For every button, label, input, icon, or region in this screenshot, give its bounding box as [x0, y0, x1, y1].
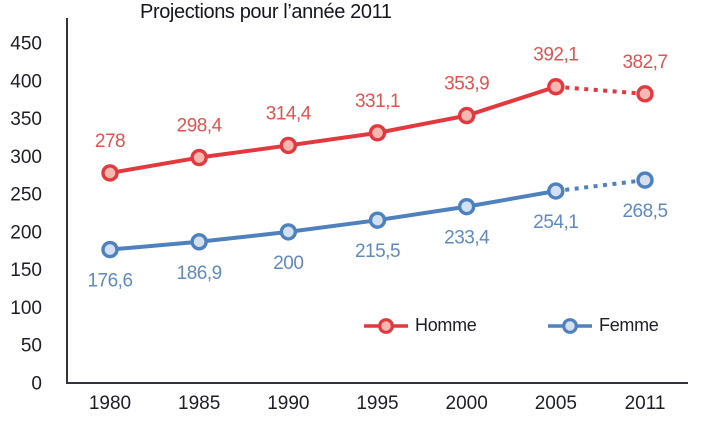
y-axis-tick-label: 400 [10, 71, 42, 92]
data-label-homme-1980: 278 [95, 131, 125, 152]
data-point-femme-2011 [636, 171, 654, 189]
data-point-homme-2005 [547, 78, 565, 96]
data-point-femme-1990 [279, 223, 298, 241]
data-point-homme-2000 [457, 106, 476, 125]
y-axis-tick-label: 150 [10, 260, 42, 281]
y-axis-tick-label: 450 [10, 34, 42, 55]
y-axis-tick-label: 300 [10, 147, 42, 168]
data-point-femme-1995 [368, 211, 387, 229]
data-point-femme-1985 [190, 233, 208, 251]
x-axis-tick-label: 1985 [178, 393, 220, 414]
data-label-homme-1985: 298,4 [177, 116, 223, 137]
x-axis-tick-label: 2000 [446, 393, 488, 414]
data-label-homme-2011: 382,7 [622, 52, 667, 73]
series-projection-line-homme [555, 84, 646, 96]
data-label-femme-2000: 233,4 [444, 228, 490, 249]
x-axis-tick-label: 1980 [89, 393, 131, 414]
data-label-femme-1995: 215,5 [355, 241, 400, 262]
y-axis-tick-label: 50 [21, 336, 42, 357]
chart-title: Projections pour l’année 2011 [140, 1, 392, 23]
data-label-femme-2011: 268,5 [622, 201, 667, 222]
data-label-homme-2005: 392,1 [533, 45, 578, 66]
data-label-femme-1980: 176,6 [87, 271, 132, 292]
data-point-homme-1985 [190, 148, 208, 167]
series-line-femme [109, 189, 557, 252]
y-axis-tick-label: 350 [10, 109, 42, 130]
x-axis-tick-label: 2011 [625, 393, 666, 414]
data-point-femme-1980 [101, 240, 119, 259]
data-point-homme-1990 [279, 136, 298, 155]
y-axis-tick-label: 0 [31, 374, 42, 395]
x-axis-tick-label: 1995 [356, 393, 398, 414]
data-point-homme-1995 [368, 124, 387, 142]
axis-lines [66, 18, 688, 384]
data-label-femme-2005: 254,1 [533, 212, 578, 233]
data-point-femme-2000 [457, 197, 476, 216]
data-label-homme-2000: 353,9 [444, 74, 489, 95]
data-label-homme-1995: 331,1 [355, 91, 400, 112]
x-axis-tick-label: 2005 [535, 393, 577, 414]
data-label-homme-1990: 314,4 [266, 103, 312, 124]
data-point-homme-1980 [101, 164, 119, 182]
data-label-femme-1990: 200 [273, 253, 303, 274]
y-axis-tick-label: 100 [10, 298, 42, 319]
data-point-homme-2011 [636, 85, 654, 103]
x-axis-tick-label: 1990 [267, 393, 309, 414]
y-axis-tick-label: 200 [10, 222, 42, 243]
data-point-femme-2005 [547, 182, 565, 200]
y-axis-tick-label: 250 [10, 185, 42, 206]
series-line-homme [109, 84, 557, 175]
series-projection-line-femme [555, 178, 646, 193]
data-label-femme-1985: 186,9 [177, 263, 222, 284]
